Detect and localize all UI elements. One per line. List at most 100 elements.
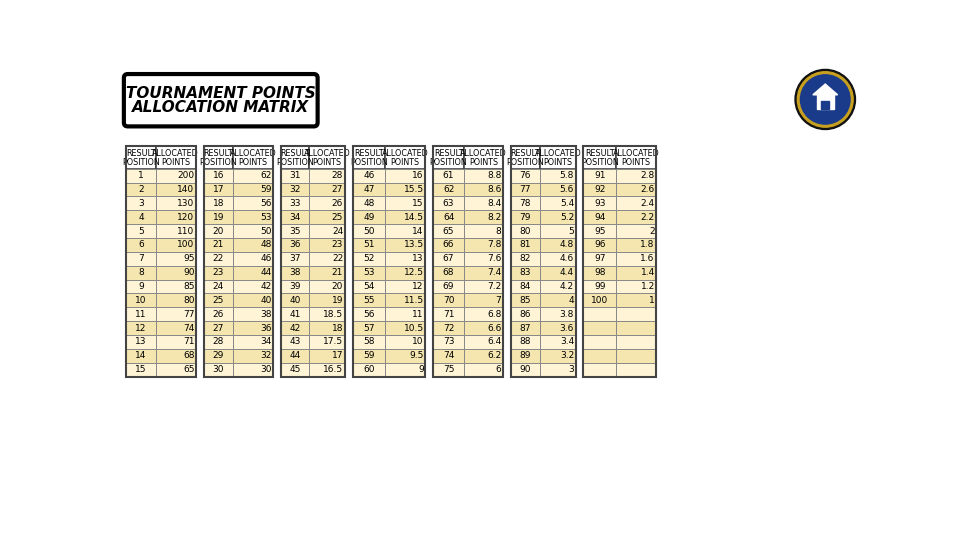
Bar [433,146,464,168]
Text: 200: 200 [178,171,194,180]
Bar [385,183,425,197]
Bar [352,238,385,252]
Text: 120: 120 [178,213,194,222]
Bar [433,280,464,294]
Text: 26: 26 [213,310,224,319]
Bar [433,168,464,183]
Bar [464,238,503,252]
Bar [616,146,657,168]
Text: 24: 24 [332,227,344,235]
Text: 6.4: 6.4 [487,338,501,347]
Bar [126,252,156,266]
Bar [126,210,156,224]
Text: 16.5: 16.5 [324,365,344,374]
Text: 27: 27 [332,185,344,194]
Bar [156,224,196,238]
Text: 10: 10 [412,338,423,347]
Text: 24: 24 [213,282,224,291]
Text: 2.8: 2.8 [640,171,655,180]
Bar [281,335,309,349]
Bar [352,183,385,197]
Bar [156,349,196,363]
Text: 17.5: 17.5 [324,338,344,347]
Bar [281,307,309,321]
Text: 29: 29 [213,352,224,360]
Text: 41: 41 [290,310,300,319]
Bar [464,224,503,238]
Text: 23: 23 [332,240,344,249]
Text: 21: 21 [213,240,224,249]
Text: 86: 86 [519,310,531,319]
Text: 46: 46 [363,171,374,180]
Bar [281,266,309,280]
Text: 46: 46 [260,254,272,264]
Text: 37: 37 [289,254,300,264]
Text: 65: 65 [443,227,454,235]
Bar [616,266,657,280]
Bar [233,280,274,294]
Text: 5: 5 [138,227,144,235]
Text: 95: 95 [183,254,194,264]
Text: 5.4: 5.4 [560,199,574,208]
Bar [385,168,425,183]
Bar [616,363,657,377]
Text: POSITION: POSITION [200,158,237,167]
Text: 59: 59 [363,352,374,360]
Text: 49: 49 [363,213,374,222]
Text: 32: 32 [290,185,300,194]
Text: 6: 6 [495,365,501,374]
Text: 100: 100 [178,240,194,249]
Text: 58: 58 [363,338,374,347]
Circle shape [795,70,855,130]
Bar [616,197,657,211]
Bar [511,168,540,183]
Circle shape [801,75,850,124]
Bar [204,321,233,335]
Bar [511,294,540,307]
Text: RESULT: RESULT [280,149,310,158]
Text: 80: 80 [183,296,194,305]
Bar [126,363,156,377]
Text: 35: 35 [289,227,300,235]
Bar [126,183,156,197]
Text: 30: 30 [260,365,272,374]
Text: 79: 79 [519,213,531,222]
Bar [385,238,425,252]
Bar [281,321,309,335]
Bar [233,266,274,280]
Bar [540,266,576,280]
Text: 18.5: 18.5 [324,310,344,319]
Text: 44: 44 [261,268,272,277]
Text: 95: 95 [594,227,606,235]
Text: 12: 12 [413,282,423,291]
Text: 6.6: 6.6 [487,323,501,333]
Bar [584,197,616,211]
Text: 38: 38 [260,310,272,319]
Bar [156,197,196,211]
Text: RESULT: RESULT [354,149,384,158]
Text: 17: 17 [332,352,344,360]
Bar [309,266,345,280]
Text: 28: 28 [213,338,224,347]
Text: 36: 36 [260,323,272,333]
Text: 21: 21 [332,268,344,277]
Text: 53: 53 [363,268,374,277]
Text: 3: 3 [138,199,144,208]
Text: 82: 82 [519,254,531,264]
Text: 90: 90 [519,365,531,374]
Text: POINTS: POINTS [161,158,190,167]
Bar [309,224,345,238]
Bar [233,224,274,238]
Text: 1.2: 1.2 [640,282,655,291]
Bar [352,294,385,307]
Text: 4.2: 4.2 [560,282,574,291]
Bar [352,252,385,266]
Text: 72: 72 [443,323,454,333]
Bar [126,307,156,321]
Bar [464,197,503,211]
Text: 39: 39 [289,282,300,291]
Text: 96: 96 [594,240,606,249]
Text: 30: 30 [213,365,225,374]
Bar [464,280,503,294]
Text: 90: 90 [183,268,194,277]
